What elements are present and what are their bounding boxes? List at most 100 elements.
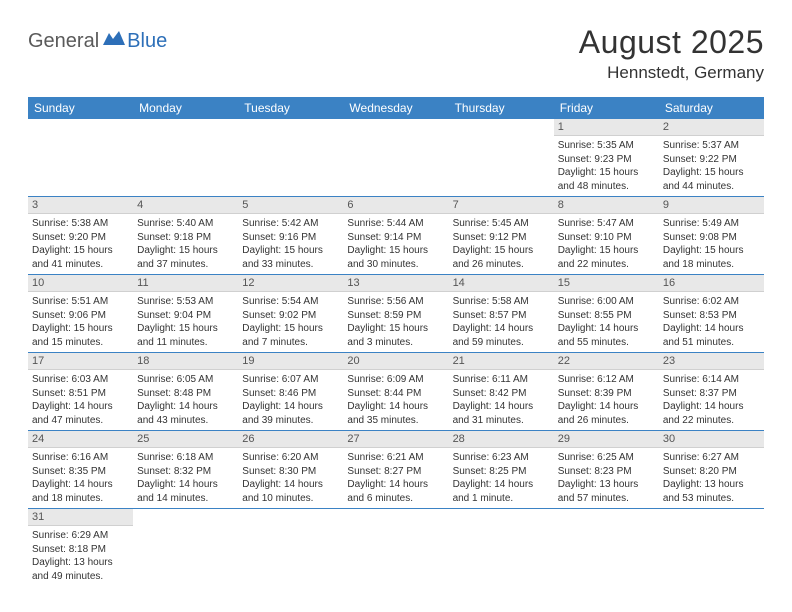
sunset-text: Sunset: 8:53 PM	[663, 309, 760, 323]
day-content: Sunrise: 5:51 AMSunset: 9:06 PMDaylight:…	[28, 292, 133, 352]
day-content: Sunrise: 6:29 AMSunset: 8:18 PMDaylight:…	[28, 526, 133, 586]
day-number: 30	[659, 431, 764, 448]
sunset-text: Sunset: 8:18 PM	[32, 543, 129, 557]
page-header: General Blue August 2025 Hennstedt, Germ…	[28, 24, 764, 83]
sunset-text: Sunset: 9:20 PM	[32, 231, 129, 245]
daylight-text: Daylight: 15 hours and 48 minutes.	[558, 166, 655, 193]
calendar-day-cell: 24Sunrise: 6:16 AMSunset: 8:35 PMDayligh…	[28, 431, 133, 509]
month-title: August 2025	[579, 24, 764, 61]
calendar-day-cell	[343, 509, 448, 587]
sunrise-text: Sunrise: 5:38 AM	[32, 217, 129, 231]
daylight-text: Daylight: 15 hours and 22 minutes.	[558, 244, 655, 271]
day-number: 31	[28, 509, 133, 526]
day-content: Sunrise: 6:12 AMSunset: 8:39 PMDaylight:…	[554, 370, 659, 430]
sunrise-text: Sunrise: 5:58 AM	[453, 295, 550, 309]
day-content: Sunrise: 6:03 AMSunset: 8:51 PMDaylight:…	[28, 370, 133, 430]
weekday-header: Monday	[133, 97, 238, 119]
logo: General Blue	[28, 24, 167, 53]
weekday-header-row: Sunday Monday Tuesday Wednesday Thursday…	[28, 97, 764, 119]
calendar-day-cell	[133, 509, 238, 587]
calendar-week-row: 10Sunrise: 5:51 AMSunset: 9:06 PMDayligh…	[28, 275, 764, 353]
daylight-text: Daylight: 13 hours and 57 minutes.	[558, 478, 655, 505]
sunset-text: Sunset: 9:08 PM	[663, 231, 760, 245]
sunset-text: Sunset: 9:18 PM	[137, 231, 234, 245]
daylight-text: Daylight: 15 hours and 15 minutes.	[32, 322, 129, 349]
sunrise-text: Sunrise: 6:05 AM	[137, 373, 234, 387]
day-number: 5	[238, 197, 343, 214]
day-number: 16	[659, 275, 764, 292]
day-content: Sunrise: 6:07 AMSunset: 8:46 PMDaylight:…	[238, 370, 343, 430]
sunset-text: Sunset: 9:04 PM	[137, 309, 234, 323]
day-content: Sunrise: 5:38 AMSunset: 9:20 PMDaylight:…	[28, 214, 133, 274]
weekday-header: Wednesday	[343, 97, 448, 119]
day-content: Sunrise: 5:45 AMSunset: 9:12 PMDaylight:…	[449, 214, 554, 274]
calendar-day-cell: 17Sunrise: 6:03 AMSunset: 8:51 PMDayligh…	[28, 353, 133, 431]
sunrise-text: Sunrise: 5:40 AM	[137, 217, 234, 231]
calendar-day-cell: 20Sunrise: 6:09 AMSunset: 8:44 PMDayligh…	[343, 353, 448, 431]
day-content: Sunrise: 6:23 AMSunset: 8:25 PMDaylight:…	[449, 448, 554, 508]
sunset-text: Sunset: 8:20 PM	[663, 465, 760, 479]
sunrise-text: Sunrise: 5:56 AM	[347, 295, 444, 309]
day-number: 6	[343, 197, 448, 214]
calendar-day-cell: 31Sunrise: 6:29 AMSunset: 8:18 PMDayligh…	[28, 509, 133, 587]
day-number: 13	[343, 275, 448, 292]
sunrise-text: Sunrise: 5:35 AM	[558, 139, 655, 153]
daylight-text: Daylight: 14 hours and 51 minutes.	[663, 322, 760, 349]
daylight-text: Daylight: 15 hours and 3 minutes.	[347, 322, 444, 349]
weekday-header: Friday	[554, 97, 659, 119]
calendar-day-cell: 19Sunrise: 6:07 AMSunset: 8:46 PMDayligh…	[238, 353, 343, 431]
sunrise-text: Sunrise: 5:44 AM	[347, 217, 444, 231]
calendar-table: Sunday Monday Tuesday Wednesday Thursday…	[28, 97, 764, 586]
calendar-day-cell	[554, 509, 659, 587]
daylight-text: Daylight: 13 hours and 49 minutes.	[32, 556, 129, 583]
calendar-day-cell: 11Sunrise: 5:53 AMSunset: 9:04 PMDayligh…	[133, 275, 238, 353]
sunrise-text: Sunrise: 5:53 AM	[137, 295, 234, 309]
daylight-text: Daylight: 15 hours and 11 minutes.	[137, 322, 234, 349]
sunrise-text: Sunrise: 6:21 AM	[347, 451, 444, 465]
day-content: Sunrise: 6:25 AMSunset: 8:23 PMDaylight:…	[554, 448, 659, 508]
day-content: Sunrise: 5:49 AMSunset: 9:08 PMDaylight:…	[659, 214, 764, 274]
daylight-text: Daylight: 15 hours and 37 minutes.	[137, 244, 234, 271]
day-number: 14	[449, 275, 554, 292]
daylight-text: Daylight: 14 hours and 47 minutes.	[32, 400, 129, 427]
day-number: 29	[554, 431, 659, 448]
daylight-text: Daylight: 14 hours and 35 minutes.	[347, 400, 444, 427]
sunrise-text: Sunrise: 6:11 AM	[453, 373, 550, 387]
weekday-header: Tuesday	[238, 97, 343, 119]
day-number: 19	[238, 353, 343, 370]
logo-text-general: General	[28, 30, 99, 53]
day-content: Sunrise: 5:35 AMSunset: 9:23 PMDaylight:…	[554, 136, 659, 196]
calendar-day-cell: 13Sunrise: 5:56 AMSunset: 8:59 PMDayligh…	[343, 275, 448, 353]
daylight-text: Daylight: 14 hours and 39 minutes.	[242, 400, 339, 427]
calendar-day-cell: 12Sunrise: 5:54 AMSunset: 9:02 PMDayligh…	[238, 275, 343, 353]
day-content: Sunrise: 5:58 AMSunset: 8:57 PMDaylight:…	[449, 292, 554, 352]
sunset-text: Sunset: 8:23 PM	[558, 465, 655, 479]
calendar-day-cell	[659, 509, 764, 587]
sunrise-text: Sunrise: 6:23 AM	[453, 451, 550, 465]
day-content: Sunrise: 5:40 AMSunset: 9:18 PMDaylight:…	[133, 214, 238, 274]
daylight-text: Daylight: 14 hours and 10 minutes.	[242, 478, 339, 505]
day-content: Sunrise: 6:18 AMSunset: 8:32 PMDaylight:…	[133, 448, 238, 508]
sunset-text: Sunset: 8:42 PM	[453, 387, 550, 401]
day-content: Sunrise: 5:53 AMSunset: 9:04 PMDaylight:…	[133, 292, 238, 352]
day-number: 2	[659, 119, 764, 136]
sunrise-text: Sunrise: 6:07 AM	[242, 373, 339, 387]
calendar-day-cell: 8Sunrise: 5:47 AMSunset: 9:10 PMDaylight…	[554, 197, 659, 275]
day-number: 23	[659, 353, 764, 370]
calendar-week-row: 24Sunrise: 6:16 AMSunset: 8:35 PMDayligh…	[28, 431, 764, 509]
daylight-text: Daylight: 15 hours and 33 minutes.	[242, 244, 339, 271]
sunrise-text: Sunrise: 5:45 AM	[453, 217, 550, 231]
day-number: 12	[238, 275, 343, 292]
sunrise-text: Sunrise: 5:49 AM	[663, 217, 760, 231]
sunset-text: Sunset: 9:12 PM	[453, 231, 550, 245]
sunrise-text: Sunrise: 6:09 AM	[347, 373, 444, 387]
calendar-day-cell: 21Sunrise: 6:11 AMSunset: 8:42 PMDayligh…	[449, 353, 554, 431]
sunrise-text: Sunrise: 6:29 AM	[32, 529, 129, 543]
sunrise-text: Sunrise: 6:27 AM	[663, 451, 760, 465]
calendar-day-cell: 14Sunrise: 5:58 AMSunset: 8:57 PMDayligh…	[449, 275, 554, 353]
calendar-day-cell: 16Sunrise: 6:02 AMSunset: 8:53 PMDayligh…	[659, 275, 764, 353]
daylight-text: Daylight: 13 hours and 53 minutes.	[663, 478, 760, 505]
daylight-text: Daylight: 14 hours and 26 minutes.	[558, 400, 655, 427]
sunrise-text: Sunrise: 6:03 AM	[32, 373, 129, 387]
daylight-text: Daylight: 14 hours and 59 minutes.	[453, 322, 550, 349]
